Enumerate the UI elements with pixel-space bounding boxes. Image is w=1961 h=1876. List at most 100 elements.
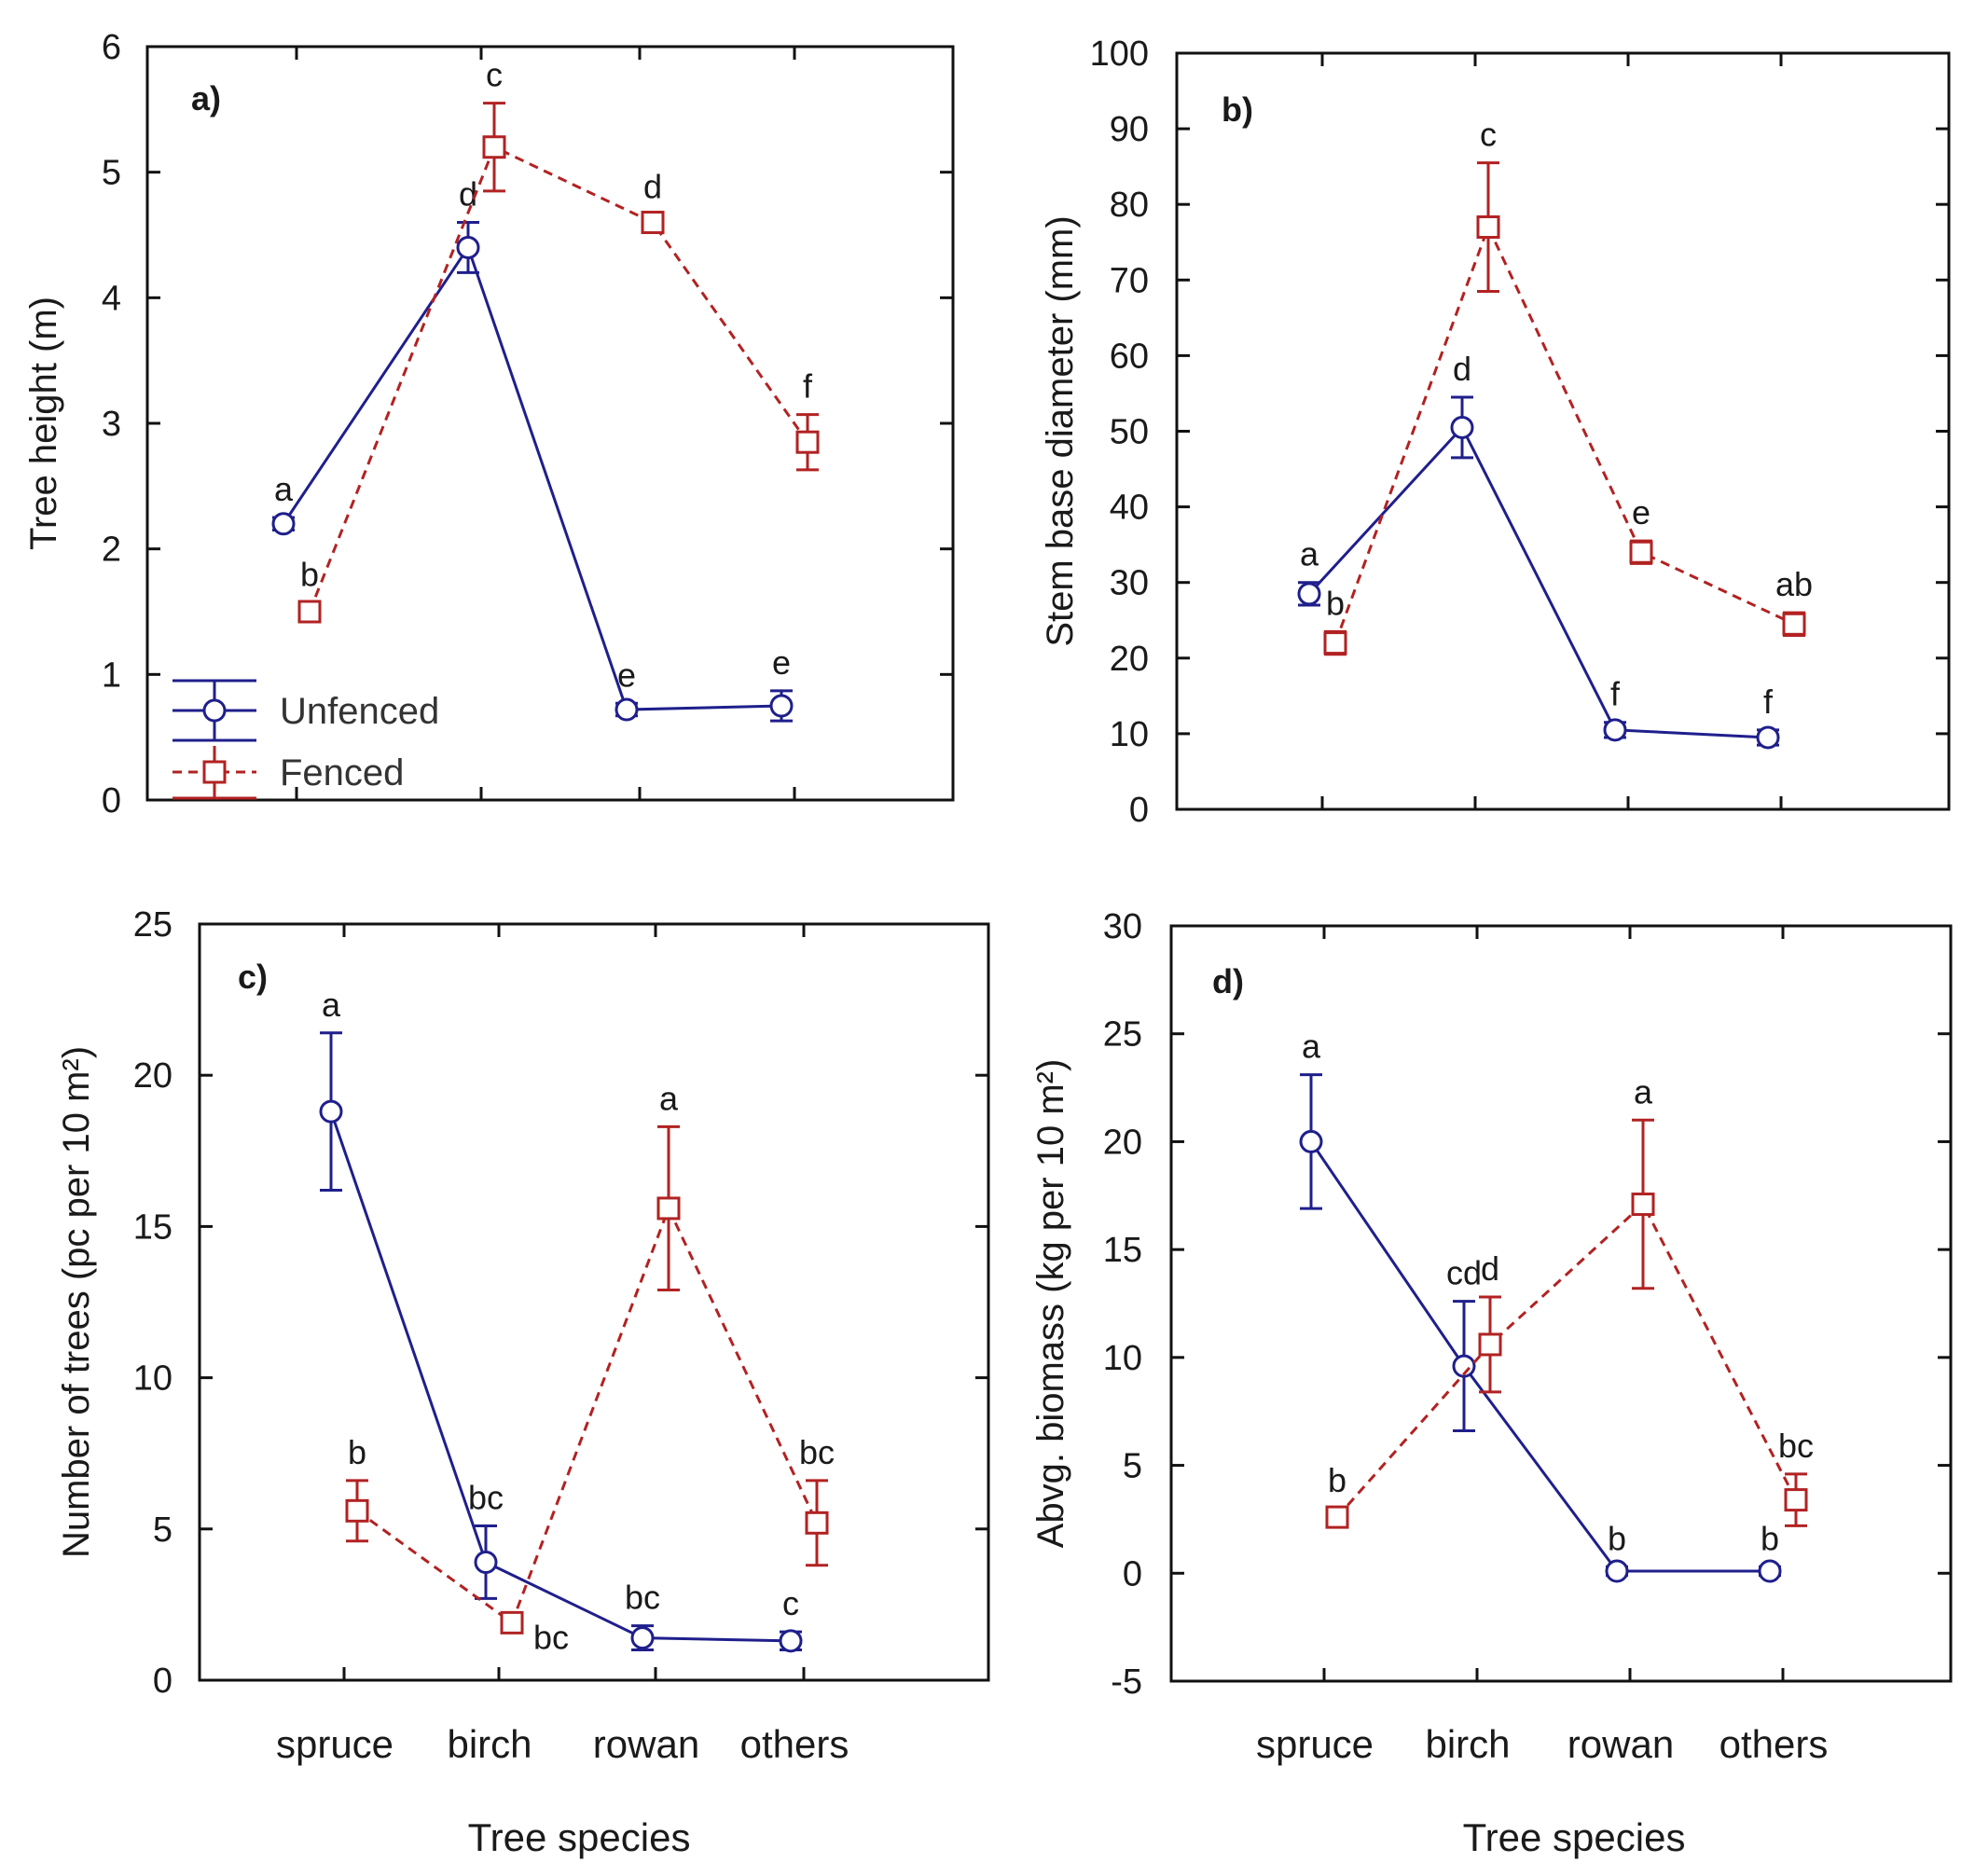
data-point-square	[805, 1510, 829, 1535]
series-line	[282, 244, 782, 711]
series-unfenced: a cd b b	[1299, 1028, 1782, 1583]
series-line	[308, 145, 809, 613]
panel-label: c)	[238, 958, 268, 996]
data-point-circle	[630, 1626, 655, 1650]
legend-label-fenced: Fenced	[280, 752, 404, 793]
y-tick-label: 10	[1110, 715, 1149, 754]
y-tick-label: 100	[1090, 34, 1149, 74]
data-point-circle	[1297, 582, 1321, 606]
y-tick-label: 0	[153, 1662, 173, 1701]
series-line	[1309, 1140, 1770, 1573]
significance-label: bc	[468, 1479, 504, 1517]
y-tick-label: 70	[1110, 261, 1149, 300]
data-point-square	[1323, 631, 1347, 655]
legend-marker-fenced	[202, 760, 227, 784]
y-tick-label: 0	[1123, 1554, 1142, 1593]
x-axis-title: Tree species	[468, 1815, 691, 1859]
data-point-square	[1782, 612, 1806, 636]
panel-label: d)	[1212, 962, 1244, 1000]
y-tick-label: 5	[153, 1510, 173, 1550]
y-tick-label: 15	[133, 1207, 173, 1247]
y-tick-label: 20	[133, 1056, 173, 1096]
y-tick-label: 40	[1110, 489, 1149, 528]
series-line	[1333, 223, 1795, 644]
category-label: spruce	[1256, 1722, 1374, 1766]
y-tick-label: 80	[1110, 186, 1149, 225]
y-tick-label: 25	[133, 905, 173, 945]
data-point-square	[345, 1498, 369, 1523]
y-tick-label: 90	[1110, 110, 1149, 149]
significance-label: bc	[799, 1433, 835, 1471]
data-point-circle	[1452, 1354, 1476, 1378]
data-point-circle	[1605, 1559, 1629, 1583]
series-unfenced: a bc bc c	[319, 986, 803, 1653]
significance-label: b	[1326, 584, 1345, 622]
y-tick-label: 2	[102, 531, 121, 570]
data-point-circle	[1603, 718, 1627, 742]
plot-frame	[145, 45, 955, 802]
y-tick-label: 10	[1103, 1339, 1142, 1378]
y-tick-label: 30	[1110, 564, 1149, 603]
data-point-circle	[769, 694, 794, 718]
y-tick-label: 0	[102, 781, 121, 821]
y-tick-label: 30	[1103, 907, 1142, 946]
series-line	[1335, 1202, 1798, 1519]
significance-label: e	[772, 643, 791, 682]
y-tick-label: 60	[1110, 337, 1149, 376]
data-point-circle	[1758, 1559, 1782, 1583]
significance-label: cd	[1446, 1254, 1482, 1292]
legend-label-unfenced: Unfenced	[280, 691, 439, 732]
series-fenced: b bc a bc	[345, 1079, 835, 1656]
significance-label: b	[1328, 1461, 1346, 1499]
category-label: others	[1719, 1722, 1829, 1766]
significance-label: bc	[1778, 1427, 1814, 1465]
y-tick-label: 6	[102, 28, 121, 67]
data-point-square	[641, 211, 665, 235]
y-axis-title: Stem base diameter (mm)	[1040, 215, 1081, 646]
y-tick-label: 1	[102, 655, 121, 695]
data-point-square	[500, 1610, 524, 1635]
y-tick-label: 4	[102, 279, 121, 318]
data-point-square	[1325, 1505, 1349, 1529]
significance-label: c	[1480, 116, 1497, 154]
plot-frame	[198, 922, 990, 1682]
y-tick-label: 20	[1110, 640, 1149, 679]
data-point-circle	[1450, 415, 1474, 439]
data-point-circle	[1756, 725, 1780, 750]
panel-a: 0 1 2 3 4 5 6 Tree height (m) a) a d e e b c d f Unfenced…	[23, 28, 955, 821]
panel-d: -5 0 5 10 15 20 25 30 Abvg. biomass (kg per 10 m…	[1030, 907, 1953, 1859]
x-axis-title: Tree species	[1463, 1815, 1686, 1859]
legend: Unfenced Fenced	[173, 679, 439, 800]
significance-label: f	[1763, 683, 1774, 721]
significance-label: f	[1610, 675, 1621, 713]
y-tick-label: 20	[1103, 1123, 1142, 1162]
data-point-square	[1631, 1193, 1655, 1217]
plot-frame	[1169, 924, 1953, 1683]
data-point-circle	[615, 697, 639, 722]
y-tick-label: 5	[1123, 1447, 1142, 1486]
significance-label: d	[459, 175, 477, 214]
series-fenced: b c d f	[297, 56, 820, 624]
y-tick-label: 0	[1129, 791, 1149, 830]
category-label: birch	[447, 1722, 532, 1766]
y-axis-title: Abvg. biomass (kg per 10 m²)	[1030, 1059, 1071, 1549]
y-tick-label: 15	[1103, 1231, 1142, 1270]
y-tick-label: -5	[1111, 1662, 1142, 1702]
data-point-square	[1629, 540, 1653, 564]
data-point-circle	[271, 512, 296, 536]
plot-frame	[1175, 51, 1951, 811]
significance-label: a	[1302, 1028, 1321, 1066]
data-point-square	[1478, 1332, 1502, 1357]
series-line	[356, 1205, 819, 1625]
y-axis-title: Number of trees (pc per 10 m²)	[56, 1046, 97, 1558]
significance-label: e	[1632, 493, 1650, 531]
significance-label: b	[1761, 1519, 1779, 1557]
y-axis-title: Tree height (m)	[23, 297, 64, 550]
data-point-square	[795, 430, 820, 454]
series-fenced: b d a bc	[1325, 1072, 1814, 1529]
panel-label: a)	[191, 79, 221, 117]
significance-label: a	[274, 470, 294, 508]
significance-label: a	[1300, 535, 1319, 573]
panel-b: 0 10 20 30 40 50 60 70 80 90 100 Stem base diameter…	[1040, 34, 1951, 830]
